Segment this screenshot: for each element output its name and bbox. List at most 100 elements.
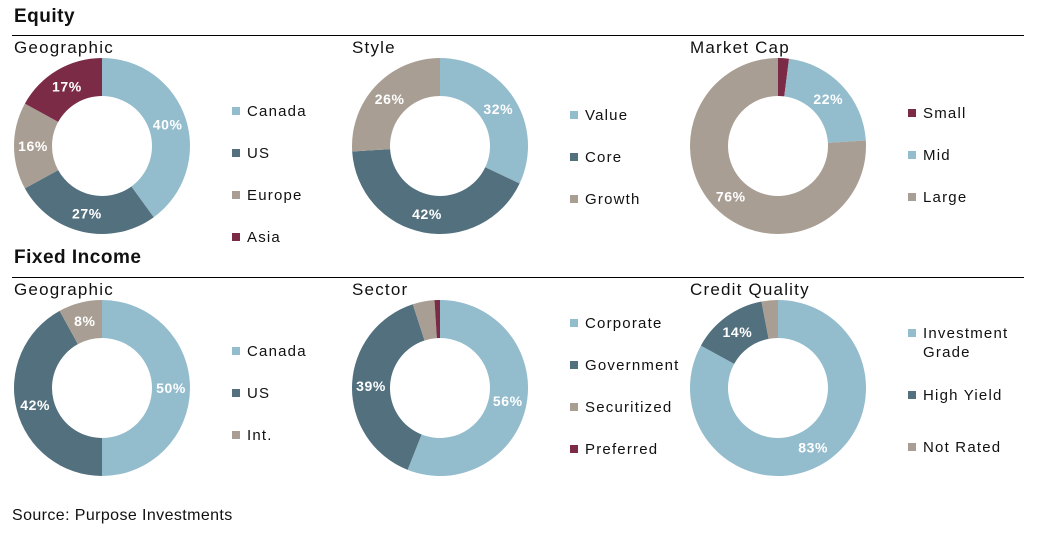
legend-label: Growth [585, 191, 641, 208]
section-divider-fixed-income [12, 277, 1024, 278]
data-label-core: 42% [412, 206, 442, 222]
legend-item-not-rated: Not Rated [908, 438, 1001, 457]
donut-chart: 40% 27% 16% 17% [14, 57, 190, 234]
legend-swatch [232, 389, 240, 397]
data-label-europe: 16% [18, 138, 48, 154]
data-label-asia: 17% [52, 79, 82, 95]
legend-label: Corporate [585, 315, 663, 332]
legend-item-int: Int. [232, 426, 273, 445]
donut-slice-us [24, 170, 154, 234]
chart-title: Market Cap [690, 38, 790, 57]
legend-swatch [570, 153, 578, 161]
legend-item-preferred: Preferred [570, 440, 658, 459]
donut-chart: 22% 76% [690, 58, 866, 234]
legend-label: Not Rated [923, 438, 1001, 457]
legend-swatch [908, 109, 916, 117]
legend-label: US [247, 385, 271, 402]
legend-label: Canada [247, 343, 307, 360]
chart-title: Credit Quality [690, 280, 810, 299]
section-title-equity: Equity [14, 6, 76, 27]
legend-swatch [908, 151, 916, 159]
legend-swatch [570, 361, 578, 369]
legend-swatch [908, 391, 916, 399]
data-label-corporate: 56% [493, 393, 523, 409]
chart-title: Sector [352, 280, 409, 299]
legend-label-line: High Yield [923, 387, 1003, 404]
legend-swatch [908, 443, 916, 451]
donut-slice-growth [352, 58, 440, 152]
data-label-investment-grade: 83% [798, 439, 828, 455]
data-label-government: 39% [356, 378, 386, 394]
donut-slice-large [690, 58, 866, 234]
legend-item-investment-grade: Investment Grade [908, 324, 1008, 362]
data-label-us: 27% [72, 205, 102, 221]
legend-label: Canada [247, 103, 307, 120]
legend-label: Government [585, 357, 680, 374]
legend-item-asia: Asia [232, 228, 281, 247]
legend-swatch [232, 191, 240, 199]
donut-slice-preferred [434, 300, 440, 339]
legend-item-growth: Growth [570, 190, 641, 209]
legend-swatch [232, 107, 240, 115]
data-label-int: 8% [74, 313, 95, 329]
legend-label: Preferred [585, 441, 659, 458]
legend-item-small: Small [908, 104, 967, 123]
legend-item-corporate: Corporate [570, 314, 663, 333]
legend-label: Mid [923, 147, 951, 164]
chart-title: Geographic [14, 280, 114, 299]
legend-swatch [908, 193, 916, 201]
donut-slice-europe [14, 103, 59, 189]
donut-slice-core [352, 149, 520, 234]
donut-slice-int [59, 300, 102, 345]
chart-title: Geographic [14, 38, 114, 57]
legend-label: High Yield [923, 386, 1003, 405]
chart-panel-fixed-income-sector: Sector 56% 39% Corporate Government Securitiz… [352, 280, 682, 495]
legend-item-value: Value [570, 106, 628, 125]
section-title-fixed-income: Fixed Income [14, 247, 142, 268]
legend-swatch [232, 431, 240, 439]
donut-chart: 56% 39% [352, 300, 528, 476]
legend-item-canada: Canada [232, 342, 307, 361]
legend-item-government: Government [570, 356, 680, 375]
donut-slice-value [440, 58, 528, 184]
data-label-value: 32% [483, 101, 513, 117]
section-divider-equity [12, 35, 1024, 36]
legend-label: Large [923, 189, 968, 206]
legend-item-europe: Europe [232, 186, 303, 205]
legend-swatch [570, 445, 578, 453]
legend-item-mid: Mid [908, 146, 951, 165]
donut-chart: 83% 14% [690, 300, 866, 476]
donut-slice-asia [24, 57, 103, 122]
legend-item-large: Large [908, 188, 967, 207]
legend-label: Core [585, 149, 623, 166]
legend-label-line: Grade [923, 344, 971, 361]
legend-label: US [247, 145, 271, 162]
donut-chart: 50% 42% 8% [14, 300, 190, 476]
legend-item-canada: Canada [232, 102, 307, 121]
legend-label: Int. [247, 427, 273, 444]
legend-item-us: US [232, 144, 270, 163]
legend-swatch [570, 319, 578, 327]
legend-swatch [232, 347, 240, 355]
legend-label: Asia [247, 229, 281, 246]
chart-panel-fixed-income-geographic: Geographic 50% 42% 8% Canada US Int. [14, 280, 344, 495]
data-label-high-yield: 14% [723, 324, 753, 340]
legend-label: Securitized [585, 399, 673, 416]
donut-slice-securitized [412, 300, 437, 341]
legend-swatch [232, 149, 240, 157]
legend-swatch [570, 195, 578, 203]
legend-swatch [570, 403, 578, 411]
legend-swatch [908, 329, 916, 337]
legend-label-line: Not Rated [923, 439, 1002, 456]
legend-label-line: Investment [923, 325, 1009, 342]
donut-slice-government [352, 304, 425, 470]
legend-swatch [570, 111, 578, 119]
legend-swatch [232, 233, 240, 241]
chart-panel-equity-style: Style 32% 42% 26% Value Core Growth [352, 38, 682, 253]
chart-panel-equity-market-cap: Market Cap 22% 76% Small Mid Large [690, 38, 1020, 253]
donut-slice-us [14, 310, 102, 476]
legend-item-us: US [232, 384, 270, 403]
legend-label: Small [923, 105, 967, 122]
chart-title: Style [352, 38, 396, 57]
legend-item-high-yield: High Yield [908, 386, 1003, 405]
